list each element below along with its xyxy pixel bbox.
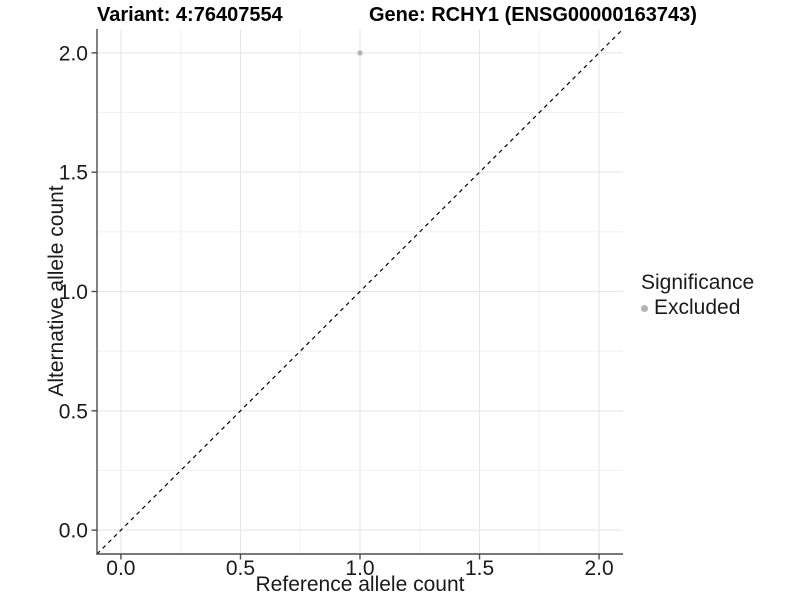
identity-reference-line [96,28,624,555]
y-tick-label: 0.0 [59,520,88,543]
excluded-point-icon [641,304,648,312]
x-axis-title: Reference allele count [255,573,465,596]
x-tick-label: 0.5 [226,557,255,580]
y-tick-label: 1.5 [59,162,88,185]
y-tick-label: 1.0 [59,281,88,304]
legend-item-label: Excluded [654,296,741,319]
legend-title: Significance [641,271,755,294]
plot-title-variant: Variant: 4:76407554 [97,4,283,26]
legend-item-excluded: Excluded [641,296,754,320]
legend: Significance Excluded [641,271,754,320]
x-tick-label: 1.0 [345,557,374,580]
y-tick-label: 0.5 [59,400,88,423]
y-axis-title: Alternative allele count [45,185,68,397]
x-tick-label: 0.0 [106,557,135,580]
x-tick-label: 1.5 [465,557,494,580]
data-point [357,50,363,56]
x-tick-label: 2.0 [584,557,613,580]
y-tick-label: 2.0 [59,42,88,65]
plot-title-gene: Gene: RCHY1 (ENSG00000163743) [369,4,697,26]
